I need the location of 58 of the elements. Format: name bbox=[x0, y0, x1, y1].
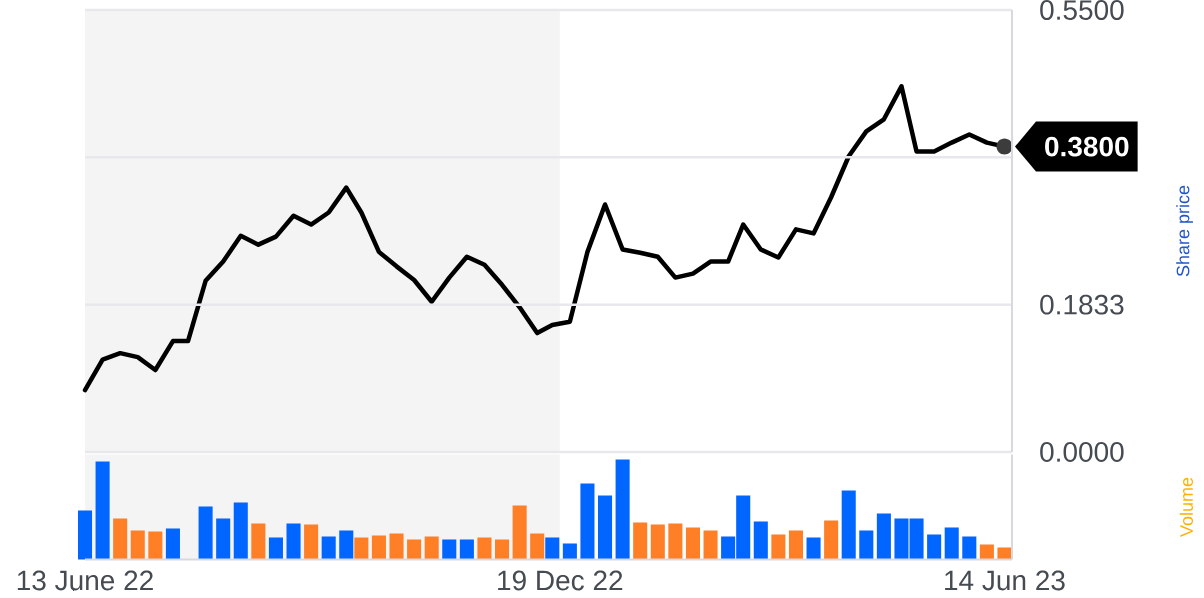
bar bbox=[216, 518, 231, 560]
bar bbox=[459, 539, 474, 560]
bar bbox=[650, 524, 665, 560]
bar bbox=[442, 539, 457, 560]
bar bbox=[198, 506, 213, 560]
bar bbox=[530, 533, 545, 560]
bar bbox=[113, 518, 128, 560]
bar bbox=[703, 530, 718, 560]
bar bbox=[321, 536, 336, 560]
bar bbox=[268, 537, 283, 560]
bar bbox=[615, 459, 630, 560]
y-axis-title: Volume bbox=[1179, 477, 1193, 537]
bar bbox=[512, 505, 527, 560]
bar bbox=[371, 535, 386, 560]
bar bbox=[771, 534, 786, 560]
bar bbox=[233, 502, 248, 560]
annotation: 0.3800 bbox=[1045, 136, 1129, 157]
bar bbox=[251, 523, 266, 560]
bar bbox=[165, 528, 180, 560]
bar bbox=[148, 531, 163, 560]
bar bbox=[562, 543, 577, 560]
x-tick-label: 14 Jun 23 bbox=[945, 570, 1065, 591]
bar bbox=[545, 537, 560, 560]
bar bbox=[859, 530, 874, 560]
bar bbox=[95, 461, 110, 560]
bar bbox=[997, 547, 1012, 560]
bar bbox=[286, 523, 301, 560]
bar bbox=[354, 537, 369, 560]
bar bbox=[304, 524, 319, 560]
bar bbox=[944, 527, 959, 560]
y-axis-title: Share price bbox=[1176, 185, 1193, 277]
bar bbox=[339, 530, 354, 560]
bar bbox=[77, 510, 93, 560]
bar bbox=[389, 533, 404, 560]
bar bbox=[130, 530, 145, 560]
bar bbox=[598, 495, 613, 560]
bar bbox=[407, 539, 422, 560]
bar bbox=[824, 520, 839, 560]
bar bbox=[424, 536, 439, 560]
bar bbox=[477, 537, 492, 560]
bar bbox=[580, 483, 595, 560]
bar bbox=[876, 513, 891, 560]
x-tick-label: 19 Dec 22 bbox=[498, 570, 623, 591]
y-tick-label: 0.0000 bbox=[1040, 442, 1124, 462]
bar bbox=[962, 536, 977, 560]
bar bbox=[979, 544, 994, 560]
y-tick-label: 0.1833 bbox=[1040, 294, 1124, 315]
bar bbox=[788, 530, 803, 560]
bar bbox=[633, 522, 648, 560]
bar bbox=[685, 527, 700, 560]
bar bbox=[668, 523, 683, 560]
y-tick-label: 0.5500 bbox=[1040, 0, 1124, 20]
bar bbox=[806, 537, 821, 560]
x-tick-label: 13 June 22 bbox=[17, 570, 153, 591]
bar bbox=[753, 521, 768, 560]
bar bbox=[927, 534, 942, 560]
bar bbox=[841, 490, 856, 560]
bar bbox=[495, 539, 510, 560]
